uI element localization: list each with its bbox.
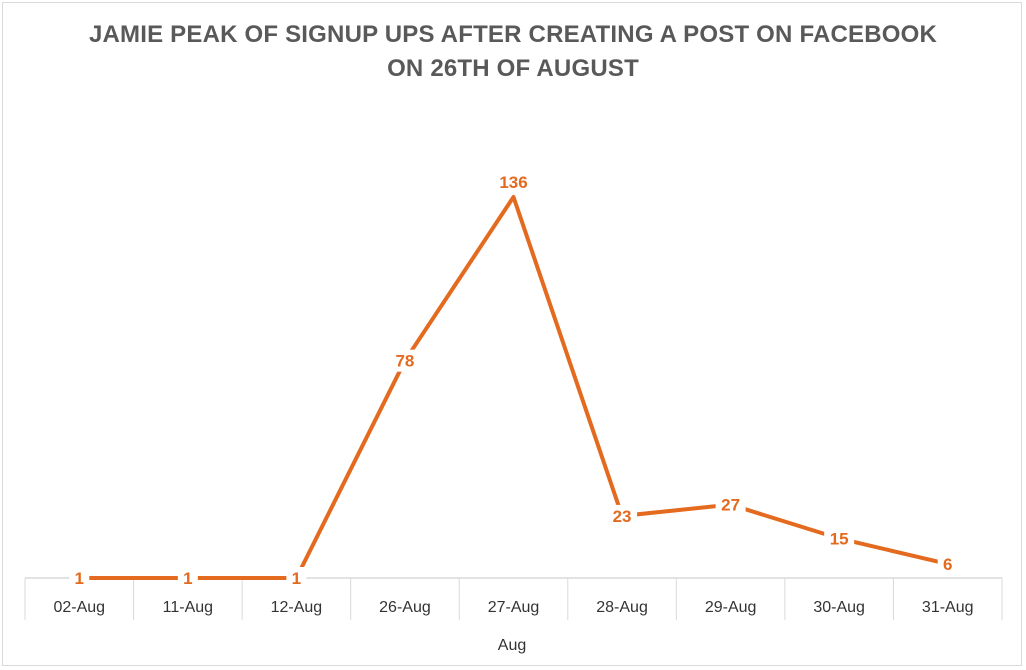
data-label-background: [824, 527, 855, 550]
data-label: 78: [395, 352, 414, 371]
data-label: 1: [75, 569, 84, 588]
data-label: 1: [183, 569, 192, 588]
data-label-background: [389, 349, 420, 372]
x-tick-label: 11-Aug: [163, 599, 213, 616]
data-label-background: [493, 171, 534, 193]
chart-title-line-1: JAMIE PEAK OF SIGNUP UPS AFTER CREATING …: [88, 21, 938, 48]
x-tick-label: 30-Aug: [813, 599, 865, 616]
x-tick-label: 12-Aug: [271, 599, 323, 616]
data-label: 27: [721, 496, 740, 515]
data-label-background: [286, 567, 307, 589]
data-label-background: [715, 493, 746, 516]
data-label-background: [937, 552, 958, 575]
chart-title-line-2: ON 26TH OF AUGUST: [387, 55, 639, 82]
x-axis-title: Aug: [498, 637, 526, 654]
chart-title: JAMIE PEAK OF SIGNUP UPS AFTER CREATING …: [0, 18, 1026, 86]
series-line: [79, 195, 949, 580]
data-label: 23: [613, 507, 632, 526]
data-label-background: [69, 567, 90, 589]
x-tick-label: 28-Aug: [596, 599, 648, 616]
data-label: 15: [830, 529, 849, 548]
x-tick-label: 31-Aug: [922, 599, 974, 616]
data-label: 136: [499, 173, 527, 192]
x-tick-label: 02-Aug: [53, 599, 105, 616]
x-tick-label: 29-Aug: [705, 599, 757, 616]
data-label: 1: [292, 569, 301, 588]
x-tick-label: 27-Aug: [488, 599, 540, 616]
x-tick-label: 26-Aug: [379, 599, 431, 616]
data-label-background: [177, 567, 198, 589]
data-label-background: [607, 504, 638, 527]
data-label: 6: [943, 555, 952, 574]
